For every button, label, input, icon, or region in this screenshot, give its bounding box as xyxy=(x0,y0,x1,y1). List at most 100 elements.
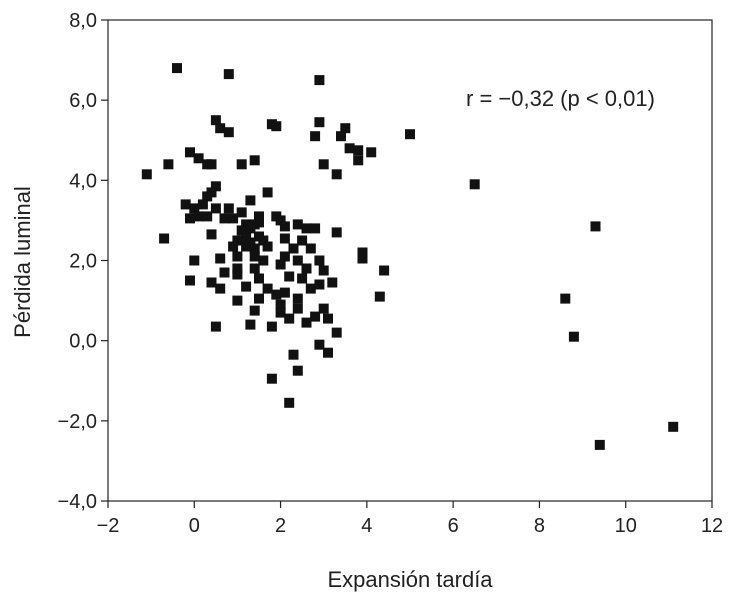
data-point xyxy=(279,287,290,298)
data-point xyxy=(254,211,264,222)
data-point xyxy=(215,283,226,294)
data-point xyxy=(254,273,264,284)
data-point xyxy=(590,221,601,232)
data-point xyxy=(297,273,308,284)
data-point xyxy=(271,289,282,300)
data-point xyxy=(314,75,325,86)
data-point xyxy=(249,155,260,166)
data-point xyxy=(357,253,368,264)
data-point xyxy=(284,397,295,408)
data-point xyxy=(219,213,230,224)
data-point xyxy=(310,131,321,142)
data-point xyxy=(292,303,303,314)
data-points xyxy=(141,63,679,450)
data-point xyxy=(219,267,230,278)
data-point xyxy=(266,373,277,384)
data-point xyxy=(292,255,303,266)
data-point xyxy=(469,179,480,190)
data-point xyxy=(288,349,299,360)
data-point xyxy=(245,319,256,330)
data-point xyxy=(357,247,368,258)
data-point xyxy=(228,213,239,224)
y-tick-label: −4,0 xyxy=(58,491,97,513)
data-point xyxy=(275,299,286,310)
data-point xyxy=(266,321,277,332)
data-point xyxy=(180,199,191,210)
data-point xyxy=(206,229,217,240)
y-tick-label: 8,0 xyxy=(69,10,97,32)
data-point xyxy=(232,251,243,262)
data-point xyxy=(189,203,200,214)
data-point xyxy=(241,231,252,242)
data-point xyxy=(314,255,325,266)
data-point xyxy=(258,235,269,246)
data-point xyxy=(668,421,679,432)
data-point xyxy=(353,155,364,166)
data-point xyxy=(236,159,247,170)
data-point xyxy=(284,271,295,282)
data-point xyxy=(262,283,273,294)
data-point xyxy=(215,253,226,264)
data-point xyxy=(228,241,239,252)
data-point xyxy=(292,219,303,230)
data-point xyxy=(331,169,342,180)
data-point xyxy=(323,347,333,358)
data-point xyxy=(254,293,264,304)
data-point xyxy=(232,263,243,274)
data-point xyxy=(210,181,221,192)
data-point xyxy=(292,365,303,376)
data-point xyxy=(232,269,243,280)
data-point xyxy=(141,169,152,180)
data-point xyxy=(353,145,364,156)
axis-ticks: −2 0 2 4 6 8 10 12 −4,0 −2,0 0,0 2,0 4,0 6,0 8,0 xyxy=(58,10,724,537)
data-point xyxy=(254,217,264,228)
data-point xyxy=(314,117,325,128)
data-point xyxy=(245,223,256,234)
data-point xyxy=(249,251,260,262)
data-point xyxy=(236,207,247,218)
data-point xyxy=(275,259,286,270)
data-point xyxy=(241,241,252,252)
data-point xyxy=(279,221,290,232)
x-tick-label: 8 xyxy=(534,515,545,537)
data-point xyxy=(258,255,269,266)
x-tick-label: 6 xyxy=(448,515,459,537)
data-point xyxy=(245,195,256,206)
y-tick-label: 6,0 xyxy=(69,90,97,112)
data-point xyxy=(331,327,342,338)
data-point xyxy=(292,293,303,304)
data-point xyxy=(223,127,234,138)
data-point xyxy=(279,233,290,244)
data-point xyxy=(327,277,338,288)
x-tick-label: 4 xyxy=(361,515,372,537)
data-point xyxy=(215,123,226,134)
x-axis-title: Expansión tardía xyxy=(327,567,493,592)
data-point xyxy=(197,199,208,210)
correlation-annotation: r = −0,32 (p < 0,01) xyxy=(466,86,655,111)
data-point xyxy=(374,291,385,302)
data-point xyxy=(323,313,333,324)
data-point xyxy=(284,313,295,324)
y-tick-label: 2,0 xyxy=(69,251,97,273)
data-point xyxy=(379,265,390,276)
data-point xyxy=(310,311,321,322)
data-point xyxy=(318,303,329,314)
data-point xyxy=(301,263,312,274)
data-point xyxy=(185,147,195,158)
x-tick-label: 2 xyxy=(275,515,286,537)
data-point xyxy=(318,265,329,276)
data-point xyxy=(314,279,325,290)
data-point xyxy=(288,243,299,254)
x-tick-label: 12 xyxy=(701,515,723,537)
data-point xyxy=(185,213,195,224)
y-axis-title: Pérdida luminal xyxy=(10,186,35,338)
data-point xyxy=(249,305,260,316)
y-tick-label: 0,0 xyxy=(69,331,97,353)
data-point xyxy=(344,143,355,154)
x-tick-label: 0 xyxy=(189,515,200,537)
data-point xyxy=(275,215,286,226)
data-point xyxy=(336,131,346,142)
data-point xyxy=(366,147,377,158)
data-point xyxy=(202,191,213,202)
data-point xyxy=(210,203,221,214)
